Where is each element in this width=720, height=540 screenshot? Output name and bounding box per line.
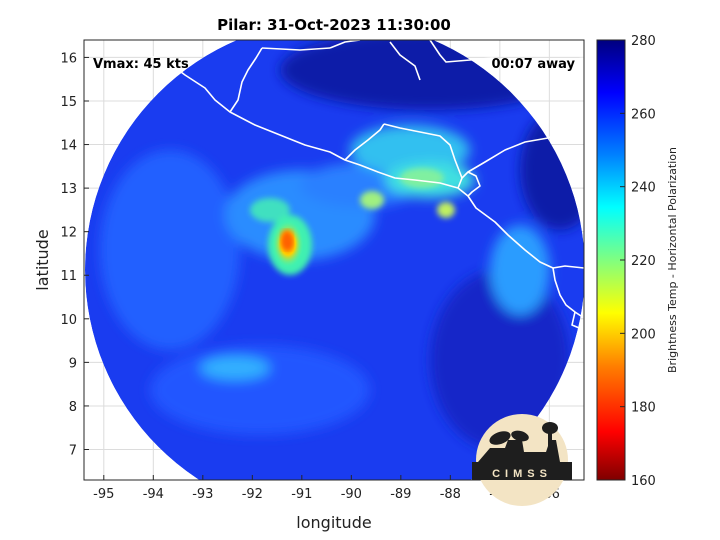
border-honduras (383, 123, 463, 179)
gulf-coast-north (429, 40, 584, 67)
y-tick-label: 8 (69, 400, 77, 415)
colorbar-tick-label: 200 (631, 327, 656, 342)
border-nicaragua-costarica (552, 265, 584, 269)
x-axis-label: longitude (296, 513, 371, 532)
x-tick-label: -89 (390, 487, 411, 502)
colorbar-tick-label: 180 (631, 401, 656, 416)
rainband-south (200, 356, 270, 380)
swath-dark-southeast (430, 270, 570, 450)
logo-dish-1 (489, 431, 511, 445)
y-tick-label: 13 (60, 182, 77, 197)
colorbar-tick-label: 240 (631, 181, 656, 196)
convection-cell-3 (437, 202, 455, 218)
logo-dish-2 (511, 430, 529, 442)
border-guatemala-elsalvador (344, 123, 385, 161)
y-tick-label: 16 (60, 51, 77, 66)
colorbar-label: Brightness Temp - Horizontal Polarizatio… (666, 147, 679, 373)
microwave-swath (85, 40, 584, 480)
colorbar-tick-label: 160 (631, 474, 656, 489)
storm-core-hot (281, 230, 293, 250)
colorbar-tick-label: 220 (631, 254, 656, 269)
y-axis: 16 15 14 13 12 11 10 9 8 7 (60, 51, 89, 459)
colorbar-ticks: 280 260 240 220 200 180 160 (620, 34, 656, 489)
map-title: Pilar: 31-Oct-2023 11:30:00 (217, 16, 451, 34)
coastal-convection (490, 225, 550, 315)
y-tick-label: 11 (60, 269, 77, 284)
y-tick-label: 10 (60, 313, 77, 328)
logo-tower-leg (548, 432, 552, 454)
colorbar-tick-label: 260 (631, 107, 656, 122)
border-mexico-guatemala (229, 47, 263, 113)
cimss-logo: CIMSS (472, 414, 572, 506)
convection-cell-2 (360, 191, 384, 209)
time-away-label: 00:07 away (491, 57, 575, 72)
border-guatemala-interior (261, 47, 331, 51)
logo-building (478, 440, 560, 462)
border-belize (389, 41, 421, 81)
x-tick-label: -94 (143, 487, 164, 502)
convection-cell-1 (400, 168, 444, 188)
y-tick-label: 9 (69, 356, 77, 371)
colorbar-tick-label: 280 (631, 34, 656, 49)
y-axis-label: latitude (33, 229, 52, 290)
x-tick-label: -88 (440, 487, 461, 502)
x-tick-label: -90 (341, 487, 362, 502)
plot-frame (83, 39, 585, 481)
swath-lighter-west (100, 150, 240, 350)
swath-lighter-south (150, 345, 370, 435)
coastline-costarica-south (571, 311, 584, 331)
vmax-label: Vmax: 45 kts (93, 57, 189, 72)
logo-base-bar (472, 462, 572, 480)
logo-water-tower (542, 422, 558, 434)
pacific-coastline (144, 54, 584, 319)
x-tick-label: -95 (93, 487, 114, 502)
x-tick-label: -92 (242, 487, 263, 502)
y-tick-label: 12 (60, 226, 77, 241)
coastline-yucatan (329, 40, 361, 49)
y-tick-label: 15 (60, 95, 77, 110)
x-tick-label: -93 (192, 487, 213, 502)
y-tick-label: 14 (60, 139, 77, 154)
y-tick-label: 7 (69, 444, 77, 459)
convection-cell-4 (250, 198, 290, 222)
x-tick-label: -91 (291, 487, 312, 502)
colorbar: 280 260 240 220 200 180 160 Brightness Temp - … (596, 34, 679, 489)
border-honduras-nicaragua (467, 127, 584, 173)
coastlines (144, 40, 584, 331)
logo-text: CIMSS (492, 468, 552, 480)
